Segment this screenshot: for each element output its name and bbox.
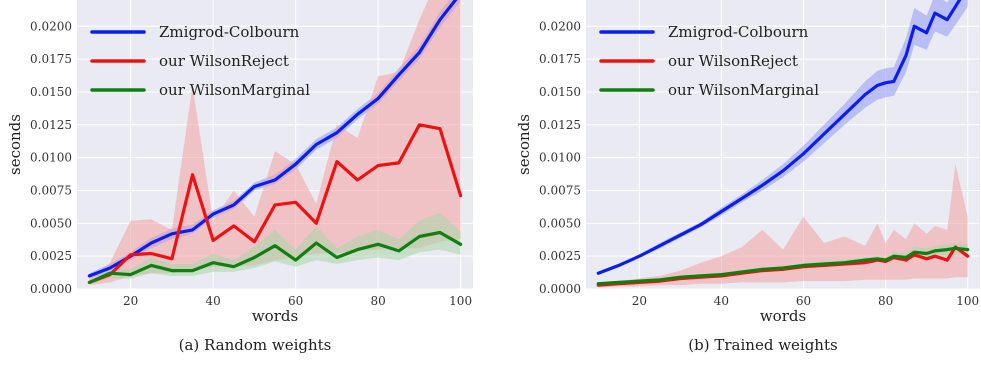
- y-tick-label: 0.0200: [539, 19, 581, 33]
- series-lines: [87, 0, 463, 284]
- confidence-band: [598, 243, 968, 285]
- x-tick-label: 80: [370, 294, 385, 308]
- x-tick-label: 40: [714, 294, 729, 308]
- legend-label: our WilsonReject: [159, 52, 289, 70]
- y-tick-label: 0.0200: [30, 19, 72, 33]
- y-tick-label: 0.0000: [539, 282, 581, 296]
- y-tick-label: 0.0075: [539, 183, 581, 197]
- confidence-band: [89, 212, 461, 284]
- x-tick-label: 100: [449, 294, 472, 308]
- y-tick-label: 0.0100: [30, 151, 72, 165]
- x-tick-label: 60: [288, 294, 303, 308]
- x-axis-label: words: [760, 307, 806, 325]
- y-axis-label: seconds: [515, 114, 533, 175]
- y-tick-label: 0.0075: [30, 183, 72, 197]
- y-tick-labels: 0.0000 0.0025 0.0050 0.0075 0.0100 0.0125 0.01…: [539, 19, 581, 296]
- y-tick-label: 0.0150: [30, 85, 72, 99]
- legend: Zmigrod-Colbourn our WilsonReject our Wils…: [599, 23, 819, 99]
- x-tick-label: 60: [796, 294, 811, 308]
- x-tick-label: 40: [205, 294, 220, 308]
- y-tick-label: 0.0050: [539, 216, 581, 230]
- legend-label: Zmigrod-Colbourn: [159, 23, 300, 41]
- series-line: [87, 123, 463, 284]
- series-line: [596, 246, 970, 286]
- chart-trained-weights: 0.0000 0.0025 0.0050 0.0075 0.0100 0.0125 0.01…: [515, 0, 980, 354]
- series-lines: [596, 0, 970, 287]
- y-tick-label: 0.0100: [539, 151, 581, 165]
- legend-label: our WilsonMarginal: [668, 81, 819, 99]
- y-tick-label: 0.0175: [30, 52, 72, 66]
- x-tick-labels: 20 40 60 80 100: [632, 294, 979, 308]
- y-tick-label: 0.0125: [30, 118, 72, 132]
- y-tick-label: 0.0050: [30, 216, 72, 230]
- x-tick-label: 100: [956, 294, 979, 308]
- series-line: [87, 230, 463, 284]
- x-tick-labels: 20 40 60 80 100: [123, 294, 472, 308]
- legend: Zmigrod-Colbourn our WilsonReject our Wils…: [90, 23, 310, 99]
- y-tick-label: 0.0025: [539, 249, 581, 263]
- caption: (b) Trained weights: [688, 336, 837, 354]
- confidence-band: [598, 0, 968, 275]
- legend-label: our WilsonReject: [668, 52, 798, 70]
- x-tick-label: 20: [632, 294, 647, 308]
- y-tick-label: 0.0150: [539, 85, 581, 99]
- series-line: [596, 0, 962, 275]
- y-tick-label: 0.0000: [30, 282, 72, 296]
- caption: (a) Random weights: [179, 336, 332, 354]
- y-tick-label: 0.0125: [539, 118, 581, 132]
- y-tick-label: 0.0175: [539, 52, 581, 66]
- x-tick-label: 80: [878, 294, 893, 308]
- y-tick-label: 0.0025: [30, 249, 72, 263]
- series-line: [87, 0, 458, 278]
- legend-label: our WilsonMarginal: [159, 81, 310, 99]
- x-tick-label: 20: [123, 294, 138, 308]
- legend-label: Zmigrod-Colbourn: [668, 23, 809, 41]
- x-axis-label: words: [252, 307, 298, 325]
- confidence-bands: [598, 0, 968, 288]
- chart-random-weights: 0.0000 0.0025 0.0050 0.0075 0.0100 0.0125 0.01…: [6, 0, 473, 354]
- y-tick-labels: 0.0000 0.0025 0.0050 0.0075 0.0100 0.0125 0.01…: [30, 19, 72, 296]
- y-axis-label: seconds: [6, 114, 24, 175]
